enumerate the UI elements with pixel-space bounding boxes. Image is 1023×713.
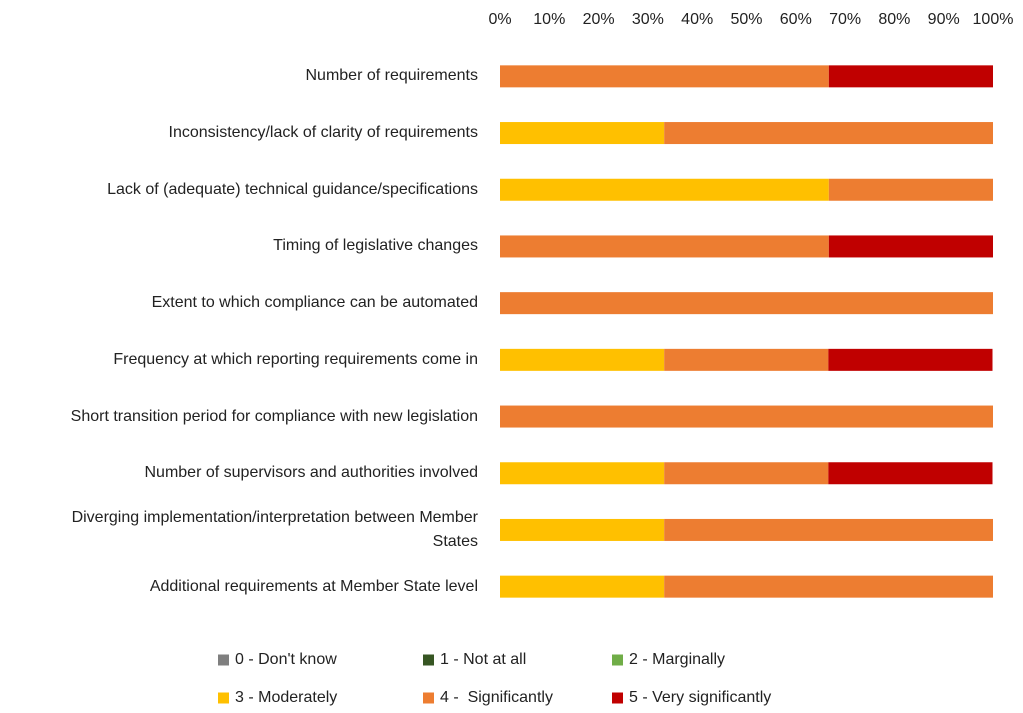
x-tick-label: 90% bbox=[928, 11, 960, 28]
x-tick-label: 0% bbox=[488, 11, 511, 28]
bar-segment bbox=[500, 178, 829, 201]
bar-segment bbox=[828, 462, 993, 485]
legend-label: 1 - Not at all bbox=[440, 651, 526, 668]
category-label: Timing of legislative changes bbox=[273, 237, 478, 255]
category-label: Number of supervisors and authorities in… bbox=[144, 464, 479, 482]
legend-swatch bbox=[612, 692, 623, 704]
x-tick-label: 30% bbox=[632, 11, 664, 28]
bar-segment bbox=[500, 235, 829, 258]
bar-segment bbox=[500, 122, 665, 145]
legend-label: 4 - Significantly bbox=[440, 689, 553, 706]
legend-swatch bbox=[218, 654, 229, 666]
legend-label: 2 - Marginally bbox=[629, 651, 725, 668]
bar-segment bbox=[500, 292, 993, 315]
legend-swatch bbox=[218, 692, 229, 704]
bar-segment bbox=[500, 462, 665, 485]
bar-segment bbox=[664, 518, 993, 541]
x-tick-label: 50% bbox=[730, 11, 762, 28]
bar-segment bbox=[500, 518, 665, 541]
bar-segment bbox=[828, 235, 993, 258]
bar-segment bbox=[828, 348, 993, 371]
legend-label: 0 - Don't know bbox=[235, 651, 337, 668]
bar-segment bbox=[828, 178, 993, 201]
x-tick-label: 70% bbox=[829, 11, 861, 28]
x-tick-label: 60% bbox=[780, 11, 812, 28]
x-tick-label: 80% bbox=[878, 11, 910, 28]
x-tick-label: 40% bbox=[681, 11, 713, 28]
bar-segment bbox=[500, 405, 993, 428]
x-tick-label: 20% bbox=[583, 11, 615, 28]
category-label: Frequency at which reporting requirement… bbox=[113, 350, 478, 368]
bar-segment bbox=[664, 122, 993, 145]
legend-swatch bbox=[423, 654, 434, 666]
category-label: Diverging implementation/interpretation … bbox=[71, 508, 478, 550]
legend-label: 5 - Very significantly bbox=[629, 689, 771, 706]
bar-segment bbox=[500, 575, 665, 598]
category-label: Number of requirements bbox=[305, 67, 478, 85]
category-label: Extent to which compliance can be automa… bbox=[151, 294, 478, 312]
category-label: Lack of (adequate) technical guidance/sp… bbox=[107, 180, 478, 198]
bar-segment bbox=[500, 65, 829, 88]
category-label: Short transition period for compliance w… bbox=[70, 407, 478, 425]
category-label: Inconsistency/lack of clarity of require… bbox=[168, 124, 478, 142]
legend-swatch bbox=[612, 654, 623, 666]
bar-segment bbox=[664, 348, 829, 371]
bar-segment bbox=[828, 65, 993, 88]
bar-segment bbox=[500, 348, 665, 371]
bar-segment bbox=[664, 575, 993, 598]
bar-segment bbox=[664, 462, 829, 485]
legend-swatch bbox=[423, 692, 434, 704]
legend-label: 3 - Moderately bbox=[235, 689, 337, 706]
x-tick-label: 10% bbox=[533, 11, 565, 28]
x-tick-label: 100% bbox=[973, 11, 1014, 28]
category-label: Additional requirements at Member State … bbox=[149, 577, 478, 595]
